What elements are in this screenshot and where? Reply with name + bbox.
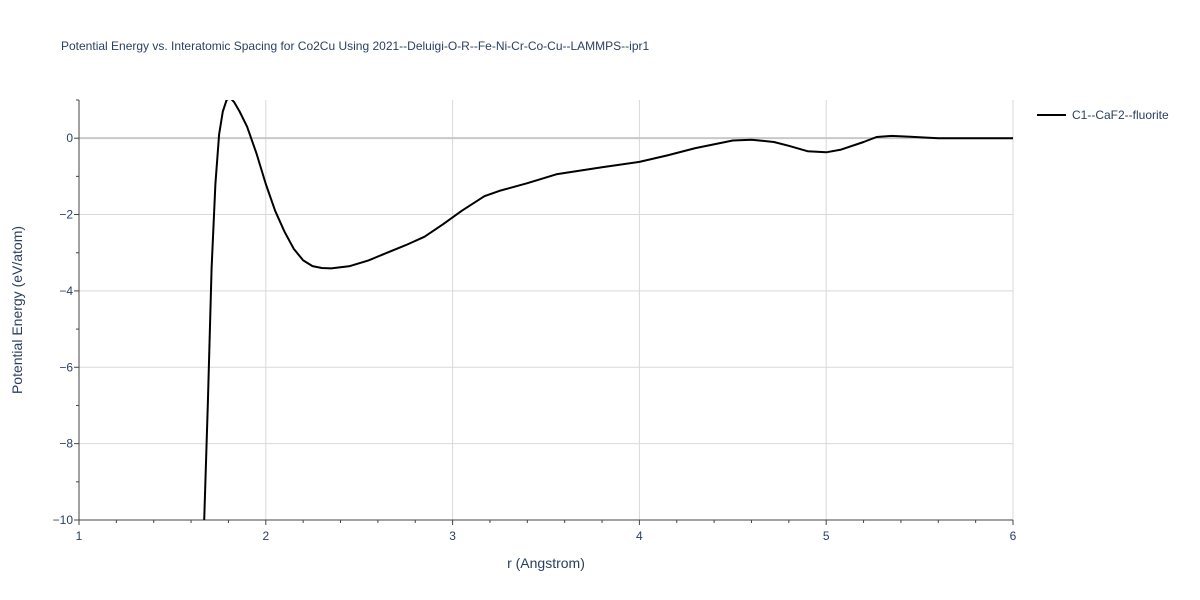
series-layer — [203, 100, 1013, 520]
grid-layer — [79, 100, 1014, 520]
y-axis-title: Potential Energy (eV/atom) — [9, 226, 25, 394]
x-tick-label: 5 — [823, 529, 830, 543]
legend-item-label[interactable]: C1--CaF2--fluorite — [1072, 108, 1169, 122]
y-tick-label: −10 — [53, 513, 74, 527]
y-tick-label: −8 — [59, 437, 73, 451]
axis-layer — [74, 99, 1014, 525]
chart-title: Potential Energy vs. Interatomic Spacing… — [61, 39, 650, 53]
legend[interactable]: C1--CaF2--fluorite — [1037, 108, 1169, 122]
x-tick-label: 3 — [449, 529, 456, 543]
x-tick-label: 6 — [1010, 529, 1017, 543]
y-tick-label: −6 — [59, 360, 73, 374]
x-tick-label: 4 — [636, 529, 643, 543]
x-tick-label: 1 — [76, 529, 83, 543]
series-line — [203, 100, 1013, 520]
tick-labels: 1 2 3 4 5 6 −10 −8 −6 −4 −2 0 — [53, 131, 1017, 543]
x-axis-title: r (Angstrom) — [507, 555, 585, 571]
y-tick-label: −4 — [59, 284, 73, 298]
x-tick-label: 2 — [262, 529, 269, 543]
y-tick-label: −2 — [59, 208, 73, 222]
y-tick-label: 0 — [66, 131, 73, 145]
